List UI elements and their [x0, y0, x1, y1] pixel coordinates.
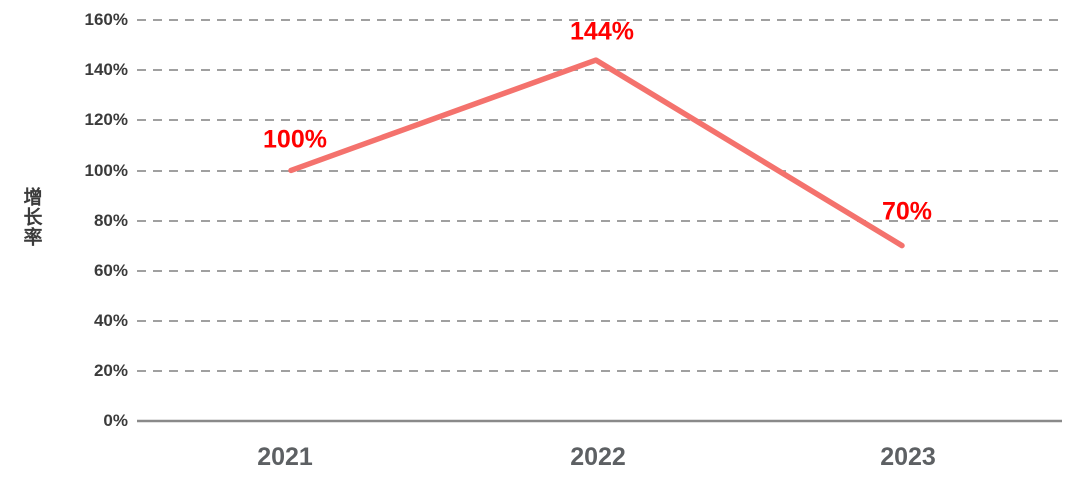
- y-tick-label-0: 0%: [103, 411, 128, 430]
- y-tick-label-80: 80%: [93, 211, 128, 230]
- y-tick-label-120: 120%: [84, 110, 128, 129]
- y-tick-label-140: 140%: [84, 60, 128, 79]
- x-tick-label-2022: 2022: [570, 443, 626, 471]
- x-tick-label-2021: 2021: [257, 443, 313, 471]
- y-axis-title: 增长率: [20, 187, 42, 247]
- data-label-2022: 144%: [570, 17, 634, 46]
- gridlines: [137, 19, 1062, 372]
- data-label-2023: 70%: [881, 197, 933, 226]
- y-tick-label-20: 20%: [93, 361, 128, 380]
- y-tick-label-40: 40%: [93, 311, 128, 330]
- y-tick-label-160: 160%: [84, 10, 128, 29]
- y-axis-tick-labels: 160% 140% 120% 100% 80% 60% 40% 20% 0%: [46, 0, 128, 504]
- series-line-growth-rate: [288, 57, 905, 249]
- y-tick-label-100: 100%: [84, 161, 128, 180]
- y-tick-label-60: 60%: [93, 261, 128, 280]
- data-label-2021: 100%: [263, 125, 327, 154]
- x-tick-label-2023: 2023: [880, 443, 936, 471]
